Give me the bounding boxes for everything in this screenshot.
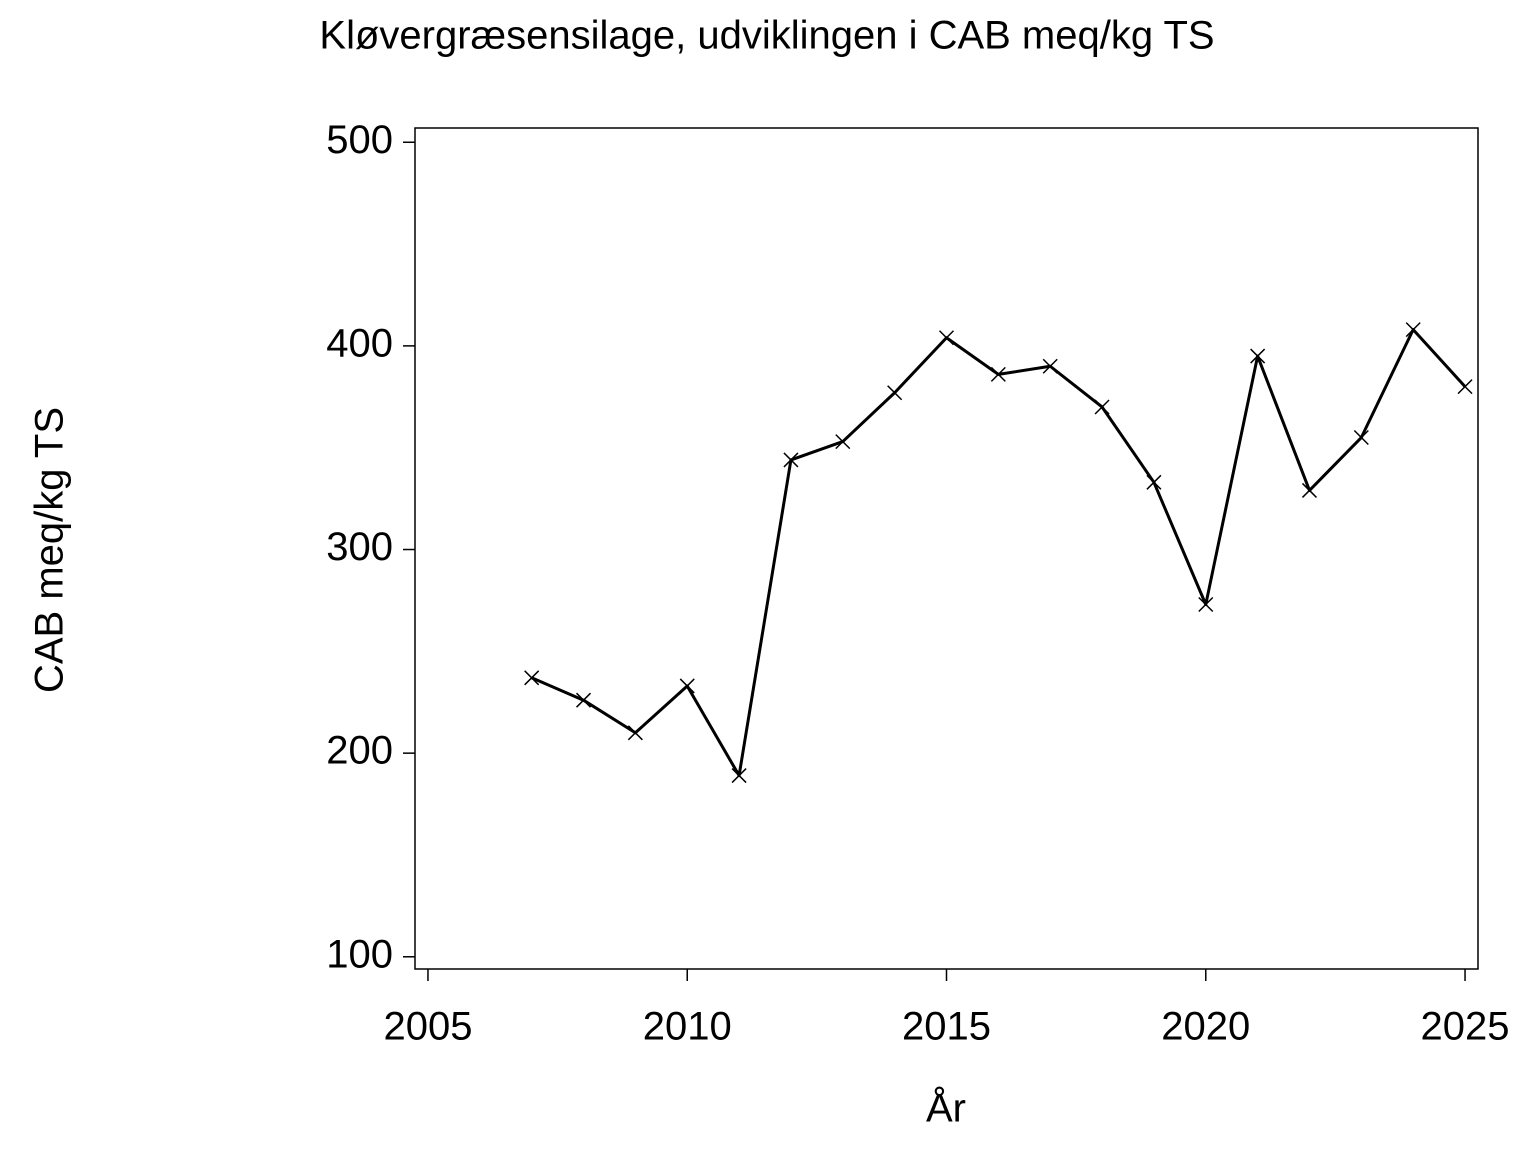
data-marker [1405, 322, 1421, 338]
data-marker [887, 385, 903, 401]
y-tick-label: 300 [326, 525, 393, 569]
data-marker [575, 692, 592, 708]
x-axis-label: År [926, 1086, 966, 1131]
y-axis-label: CAB meq/kg TS [28, 407, 72, 693]
data-marker [1250, 348, 1266, 364]
y-tick-label: 500 [326, 118, 393, 162]
data-line [531, 328, 1467, 778]
data-marker [990, 366, 1006, 382]
data-marker [1042, 358, 1058, 374]
data-marker [524, 670, 540, 686]
data-marker [783, 452, 799, 468]
data-marker [679, 678, 695, 694]
y-tick-label: 400 [326, 321, 393, 365]
data-marker [1457, 379, 1473, 395]
data-marker [1301, 482, 1318, 498]
data-marker [731, 768, 747, 784]
chart-title: Kløvergræsensilage, udviklingen i CAB me… [319, 14, 1214, 58]
data-marker [835, 434, 851, 450]
data-marker [627, 725, 643, 741]
data-marker [938, 330, 955, 346]
data-marker [1146, 474, 1162, 490]
plot-frame [414, 127, 1479, 970]
y-tick-label: 100 [326, 932, 393, 976]
data-marker [1198, 596, 1214, 613]
data-marker [1353, 429, 1369, 446]
y-tick-label: 200 [326, 729, 393, 773]
x-tick-label: 2005 [383, 1005, 472, 1049]
x-tick-label: 2010 [643, 1005, 732, 1049]
x-tick-label: 2020 [1161, 1005, 1250, 1049]
x-tick-label: 2015 [902, 1005, 991, 1049]
data-marker [1094, 399, 1110, 415]
x-tick-label: 2025 [1421, 1005, 1510, 1049]
